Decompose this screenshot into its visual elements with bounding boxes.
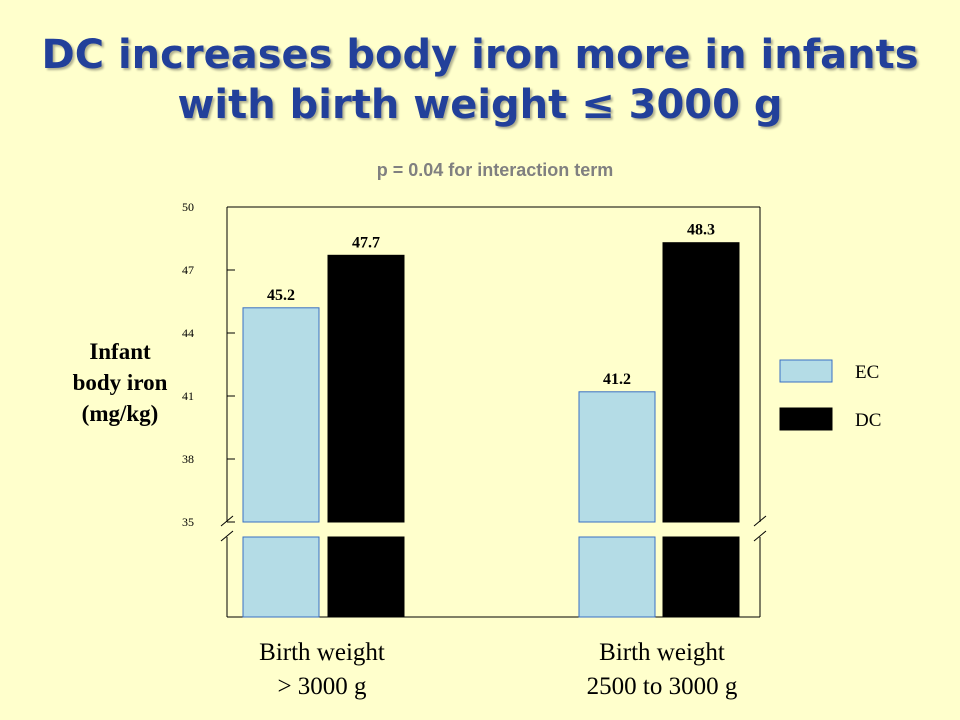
- data-label: 48.3: [687, 222, 715, 239]
- legend-swatch: [779, 407, 833, 431]
- data-label: 41.2: [603, 371, 631, 388]
- data-label: 45.2: [267, 287, 295, 304]
- y-tick-label: 35: [182, 515, 194, 529]
- x-tick-label: Birth weight > 3000 g: [259, 639, 385, 700]
- data-label: 47.7: [352, 234, 380, 251]
- y-tick-label: 41: [182, 389, 194, 403]
- axis-break: [753, 515, 767, 527]
- y-tick-label: 44: [182, 326, 194, 340]
- bar-stub: [327, 536, 405, 618]
- bar: [662, 242, 740, 523]
- legend-swatch: [779, 359, 833, 383]
- bar-stub: [242, 536, 320, 618]
- y-tick-label: 47: [182, 263, 194, 277]
- axis-break: [753, 530, 767, 542]
- axis-break: [220, 530, 234, 542]
- chart-subtitle: p = 0.04 for interaction term: [376, 160, 614, 180]
- bar: [242, 307, 320, 523]
- bar: [578, 391, 656, 523]
- legend-label: EC: [855, 362, 879, 383]
- bar: [327, 254, 405, 523]
- bar-stub: [662, 536, 740, 618]
- legend-label: DC: [855, 410, 881, 431]
- bar-stub: [578, 536, 656, 618]
- x-tick-label: Birth weight 2500 to 3000 g: [586, 639, 738, 700]
- chart-title: DC increases body iron more in infants w…: [41, 32, 919, 128]
- y-tick-label: 50: [182, 200, 194, 214]
- y-axis-label: Infant body iron (mg/kg): [72, 339, 168, 426]
- y-tick-label: 38: [182, 452, 194, 466]
- axis-break: [220, 515, 234, 527]
